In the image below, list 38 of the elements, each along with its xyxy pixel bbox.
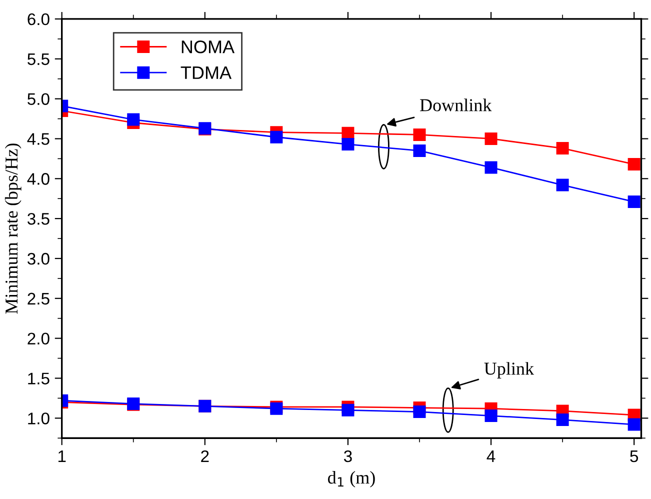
- legend-label: TDMA: [180, 66, 232, 79]
- point: [484, 132, 498, 145]
- legend-label: NOMA: [182, 40, 235, 54]
- y-tick-label: 1.0: [28, 412, 50, 424]
- y-tick-label: 6.0: [28, 13, 50, 26]
- y-tick-label: 5.0: [28, 93, 50, 106]
- y-tick-label: 1.5: [28, 372, 50, 384]
- point: [484, 161, 498, 174]
- y-tick-label: 3.5: [28, 212, 50, 225]
- point: [270, 130, 283, 144]
- y-axis-title: Minimum rate (bps/Hz): [4, 144, 22, 314]
- point: [484, 410, 498, 422]
- point: [628, 158, 640, 171]
- y-tick-label: 4.5: [27, 133, 50, 145]
- y-tick-label: 2.5: [28, 292, 50, 305]
- x-tick-label: 1: [58, 450, 66, 462]
- point: [556, 178, 569, 192]
- point: [127, 113, 140, 126]
- y-tick-label: 2.0: [28, 332, 50, 345]
- point: [628, 196, 640, 208]
- x-axis-title: d$_{1}$ (m): [328, 471, 375, 488]
- point: [342, 138, 354, 151]
- x-tick-label: 3: [344, 450, 352, 462]
- x-tick-label: 2: [201, 450, 209, 462]
- annotation: Downlink: [420, 98, 492, 112]
- y-tick-label: 3.0: [28, 252, 50, 265]
- point: [342, 404, 354, 416]
- point: [556, 414, 569, 426]
- point: [628, 418, 640, 431]
- y-tick-label: 5.5: [28, 53, 50, 66]
- point: [413, 406, 426, 418]
- point: [556, 142, 569, 155]
- annotation: Uplink: [484, 362, 534, 378]
- point: [413, 128, 426, 141]
- point: [413, 144, 426, 157]
- x-tick-label: 4: [486, 450, 496, 462]
- x-tick-label: 5: [630, 450, 638, 462]
- y-tick-label: 4.0: [27, 173, 50, 185]
